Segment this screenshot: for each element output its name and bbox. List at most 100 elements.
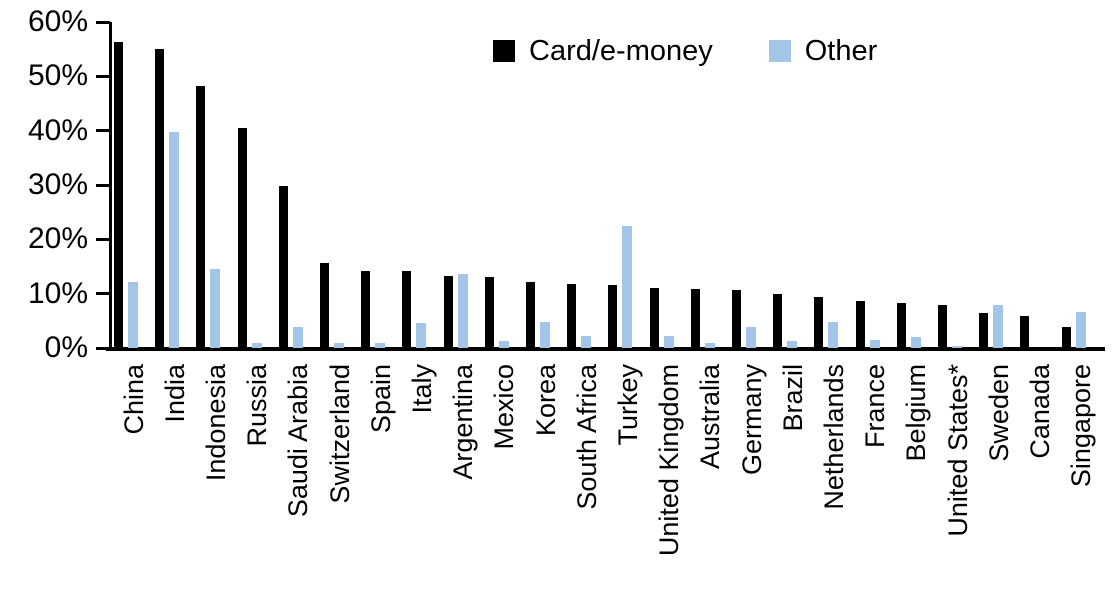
bar-card-e-money bbox=[155, 48, 165, 348]
y-tick-mark bbox=[96, 292, 110, 296]
x-label-slot: Germany bbox=[731, 352, 772, 594]
bar-group bbox=[278, 22, 319, 348]
x-axis-label: France bbox=[860, 364, 891, 449]
bar-card-e-money bbox=[896, 303, 906, 348]
bar-group bbox=[525, 22, 566, 348]
legend-label-card-e-money: Card/e-money bbox=[529, 35, 713, 67]
bar-group bbox=[319, 22, 360, 348]
bar-card-e-money bbox=[402, 271, 412, 348]
x-axis-label: South Africa bbox=[571, 364, 602, 510]
x-label-slot: Brazil bbox=[772, 352, 813, 594]
bar-other bbox=[416, 323, 427, 348]
bar-group bbox=[855, 22, 896, 348]
legend-item-other: Other bbox=[768, 36, 877, 66]
bar-group bbox=[566, 22, 607, 348]
x-label-slot: Sweden bbox=[978, 352, 1019, 594]
bar-card-e-money bbox=[361, 270, 371, 348]
bar-card-e-money bbox=[773, 293, 783, 348]
bar-other bbox=[622, 225, 633, 348]
x-axis-label: Netherlands bbox=[819, 364, 850, 510]
x-axis-label: Spain bbox=[365, 364, 396, 434]
bar-group bbox=[896, 22, 937, 348]
bar-group bbox=[937, 22, 978, 348]
bar-card-e-money bbox=[690, 289, 700, 348]
y-tick-mark bbox=[96, 183, 110, 187]
x-label-slot: Turkey bbox=[607, 352, 648, 594]
x-axis-label: Brazil bbox=[777, 364, 808, 432]
bar-other bbox=[1075, 311, 1086, 348]
bar-group bbox=[772, 22, 813, 348]
x-label-slot: Italy bbox=[401, 352, 442, 594]
x-label-slot: Spain bbox=[360, 352, 401, 594]
bar-card-e-money bbox=[814, 297, 824, 348]
card-e-money-swatch-icon bbox=[493, 40, 515, 62]
bar-group bbox=[731, 22, 772, 348]
x-axis-label: Indonesia bbox=[201, 364, 231, 482]
bar-group bbox=[1061, 22, 1102, 348]
y-tick-label: 60% bbox=[27, 5, 88, 38]
bar-other bbox=[787, 341, 798, 348]
x-label-slot: Netherlands bbox=[813, 352, 854, 594]
y-tick-label: 10% bbox=[27, 276, 88, 310]
bar-card-e-money bbox=[320, 262, 330, 348]
bar-card-e-money bbox=[1061, 326, 1071, 348]
bar-group bbox=[978, 22, 1019, 348]
x-axis-label: Switzerland bbox=[324, 364, 355, 504]
x-axis-label: India bbox=[159, 364, 190, 423]
y-tick-label: 0% bbox=[44, 331, 88, 364]
x-label-slot: Indonesia bbox=[195, 352, 236, 594]
x-label-slot: Canada bbox=[1019, 352, 1060, 594]
x-label-slot: Mexico bbox=[484, 352, 525, 594]
bar-other bbox=[128, 281, 138, 348]
x-axis-label: Turkey bbox=[613, 364, 644, 446]
legend-item-card-e-money: Card/e-money bbox=[493, 36, 713, 66]
bar-group bbox=[113, 22, 154, 348]
y-axis-line bbox=[109, 22, 112, 351]
y-tick-label: 40% bbox=[27, 113, 88, 147]
x-axis-label: United States* bbox=[942, 364, 973, 537]
bar-other bbox=[581, 335, 592, 348]
bar-other bbox=[169, 131, 180, 348]
x-label-slot: Switzerland bbox=[319, 352, 360, 594]
x-label-slot: China bbox=[113, 352, 154, 594]
bar-other bbox=[334, 343, 345, 348]
bar-group bbox=[154, 22, 195, 348]
bar-group bbox=[484, 22, 525, 348]
bar-other bbox=[251, 342, 262, 348]
bar-other bbox=[375, 342, 386, 348]
y-tick-label: 20% bbox=[27, 222, 88, 256]
x-label-slot: Korea bbox=[525, 352, 566, 594]
bar-group bbox=[401, 22, 442, 348]
bar-other bbox=[952, 346, 963, 348]
bar-other bbox=[828, 321, 839, 348]
x-label-slot: United States* bbox=[937, 352, 978, 594]
x-label-slot: United Kingdom bbox=[649, 352, 690, 594]
bar-other bbox=[663, 335, 674, 348]
x-axis-label: Russia bbox=[242, 364, 273, 447]
bar-other bbox=[993, 304, 1004, 348]
legend: Card/e-money Other bbox=[493, 36, 877, 66]
bar-card-e-money bbox=[608, 284, 618, 348]
x-axis-label: Italy bbox=[407, 364, 438, 414]
x-axis-label: Belgium bbox=[901, 364, 932, 462]
bar-card-e-money bbox=[938, 305, 948, 348]
x-axis-label: China bbox=[118, 364, 149, 435]
bar-card-e-money bbox=[443, 275, 453, 348]
bar-other bbox=[869, 339, 880, 348]
bar-group bbox=[607, 22, 648, 348]
bar-group bbox=[443, 22, 484, 348]
bar-group bbox=[690, 22, 731, 348]
bar-card-e-money bbox=[484, 277, 494, 348]
x-label-slot: France bbox=[855, 352, 896, 594]
plot-area bbox=[113, 22, 1102, 348]
bar-card-e-money bbox=[567, 284, 577, 348]
bar-card-e-money bbox=[732, 290, 742, 348]
bar-card-e-money bbox=[979, 312, 989, 348]
x-label-slot: South Africa bbox=[566, 352, 607, 594]
y-tick-label: 30% bbox=[27, 168, 88, 201]
bar-other bbox=[746, 326, 757, 348]
x-axis-label: Saudi Arabia bbox=[283, 364, 314, 518]
bar-group bbox=[1019, 22, 1060, 348]
y-tick-mark bbox=[96, 74, 110, 78]
